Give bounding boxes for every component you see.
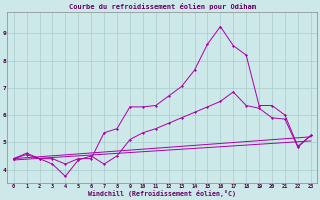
X-axis label: Windchill (Refroidissement éolien,°C): Windchill (Refroidissement éolien,°C) bbox=[88, 190, 236, 197]
Title: Courbe du refroidissement éolien pour Odiham: Courbe du refroidissement éolien pour Od… bbox=[69, 3, 256, 10]
